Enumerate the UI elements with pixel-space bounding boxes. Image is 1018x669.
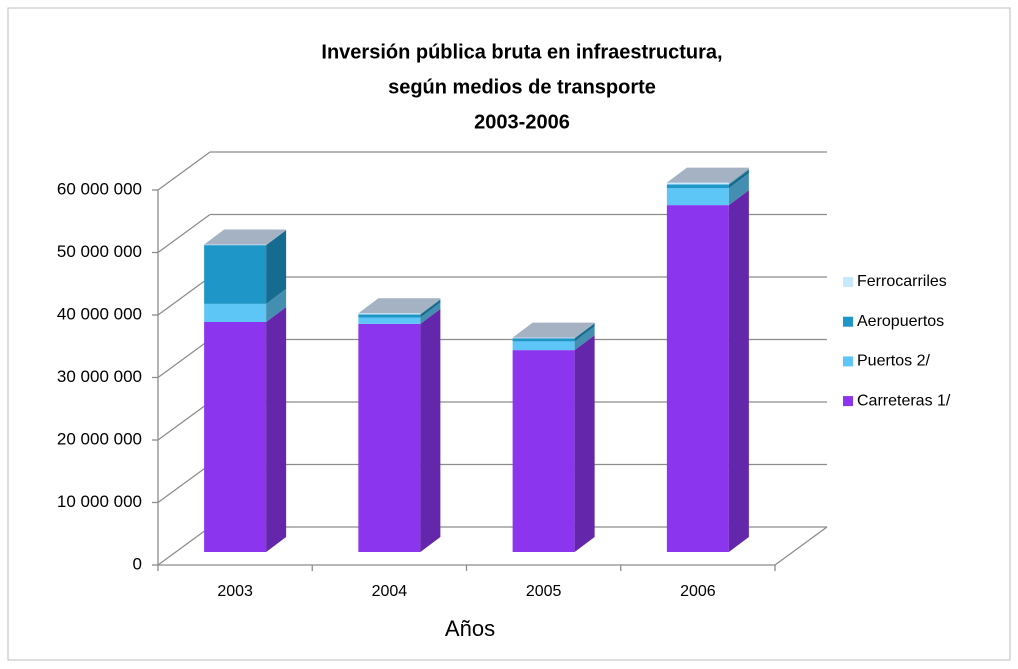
legend-swatch — [843, 396, 853, 407]
y-tick-label: 0 — [133, 554, 142, 573]
bar-segment — [204, 244, 267, 246]
bar-segment — [358, 314, 421, 318]
legend-label: Aeropuertos — [857, 313, 944, 330]
bar-segment — [666, 184, 729, 189]
legend-label: Ferrocarriles — [857, 273, 947, 290]
bar-side — [420, 298, 441, 315]
bar-top — [666, 167, 749, 183]
bar-segment — [358, 317, 421, 324]
bar-top — [358, 298, 441, 314]
chart-title: Inversión pública bruta en infraestructu… — [321, 41, 722, 63]
legend-swatch — [843, 316, 853, 327]
bar-side — [266, 230, 287, 304]
bar-side — [574, 326, 595, 351]
legend-label: Puertos 2/ — [857, 353, 930, 370]
bar-side — [728, 173, 749, 206]
x-tick-label: 2004 — [372, 583, 408, 600]
y-tick-label: 50 000 000 — [57, 242, 142, 261]
bar-side — [266, 229, 287, 246]
bar-top — [204, 229, 287, 245]
y-tick-label: 40 000 000 — [57, 304, 142, 323]
y-tick-label: 10 000 000 — [57, 492, 142, 511]
grid-line — [157, 276, 211, 316]
x-axis-label: Años — [445, 616, 495, 641]
bar-segment — [666, 205, 729, 552]
bar-side — [728, 167, 749, 185]
x-tick-label: 2005 — [526, 583, 562, 600]
grid-line — [157, 338, 211, 379]
y-tick-label: 20 000 000 — [57, 429, 142, 448]
bar-segment — [204, 303, 267, 322]
grid-line — [157, 526, 211, 566]
bar-segment — [204, 245, 267, 304]
chart-frame — [7, 7, 1011, 661]
bar-side — [728, 169, 749, 189]
floor-edge — [774, 526, 828, 566]
bar-segment — [666, 188, 729, 206]
grid-line — [157, 213, 211, 254]
bar-top — [512, 322, 595, 338]
bar-side — [574, 323, 595, 342]
chart-title: 2003-2006 — [474, 111, 570, 133]
bar-segment — [358, 313, 421, 315]
bar-segment — [666, 182, 729, 185]
bar-segment — [512, 341, 575, 351]
grid-line — [157, 401, 211, 441]
y-tick-label: 30 000 000 — [57, 367, 142, 386]
grid-line — [157, 463, 211, 504]
bar-segment — [204, 322, 267, 552]
legend-swatch — [843, 356, 853, 367]
grid-line — [157, 151, 211, 191]
y-tick-label: 60 000 000 — [57, 179, 142, 198]
x-tick-label: 2003 — [217, 583, 253, 600]
bar-side — [420, 299, 441, 318]
bar-side — [420, 302, 441, 324]
bar-segment — [512, 338, 575, 342]
legend-label: Carreteras 1/ — [857, 392, 951, 409]
legend-swatch — [843, 277, 853, 287]
bar-segment — [512, 337, 575, 339]
chart-title: según medios de transporte — [388, 76, 656, 98]
bar-segment — [358, 323, 421, 552]
bar-side — [574, 322, 595, 339]
bar-side — [420, 308, 441, 552]
bar-side — [728, 190, 749, 552]
bar-segment — [512, 350, 575, 552]
bar-side — [574, 335, 595, 552]
x-tick-label: 2006 — [680, 583, 716, 600]
bar-side — [266, 307, 287, 552]
bar-side — [266, 288, 287, 322]
